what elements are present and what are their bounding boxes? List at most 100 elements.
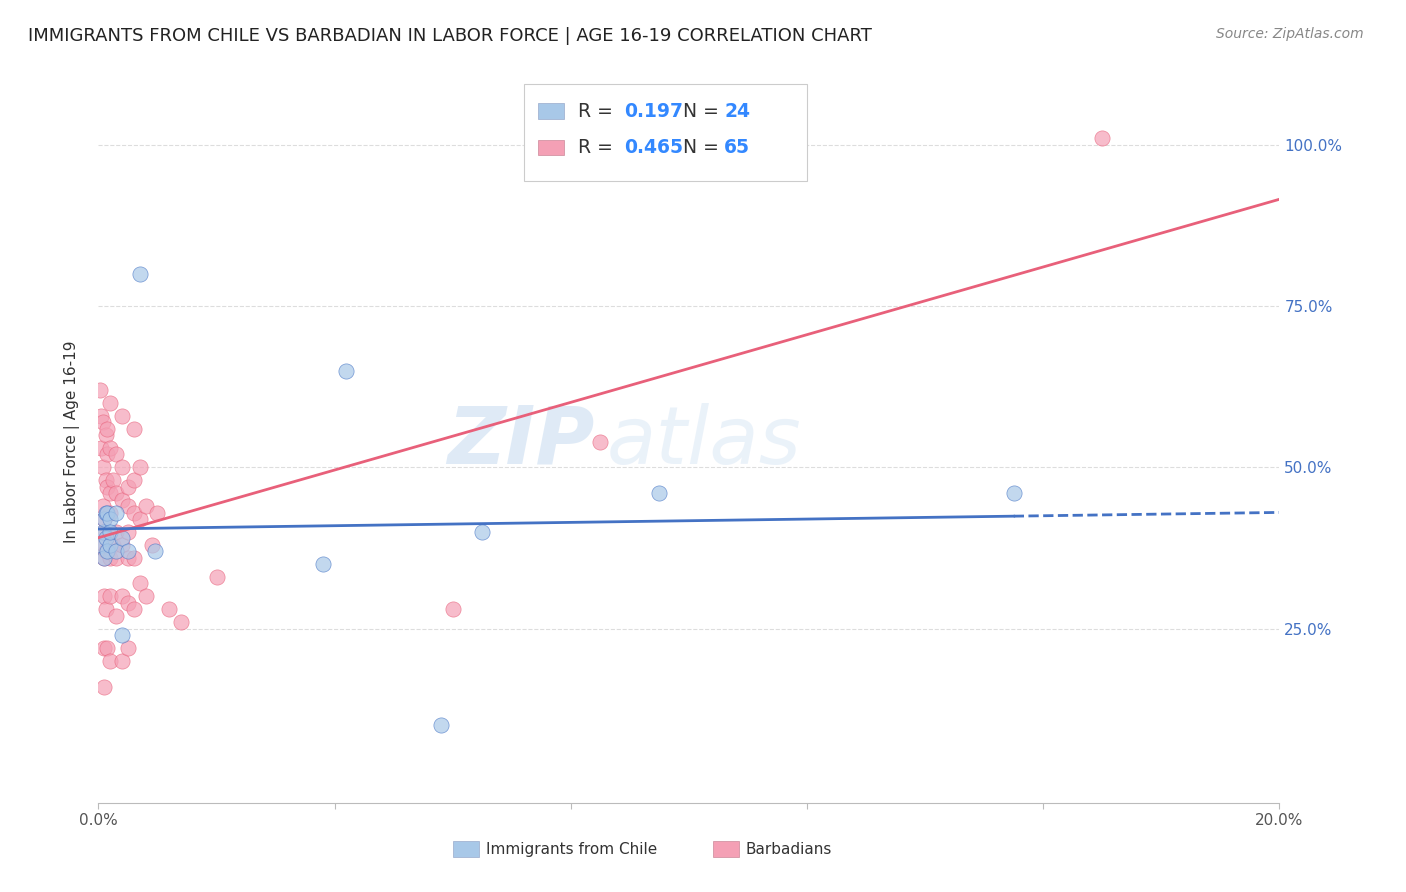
Point bbox=[441, 602, 464, 616]
Point bbox=[111, 628, 134, 642]
Point bbox=[98, 538, 121, 552]
Point bbox=[96, 544, 118, 558]
Y-axis label: In Labor Force | Age 16-19: In Labor Force | Age 16-19 bbox=[63, 340, 80, 543]
Point bbox=[105, 608, 128, 623]
Point bbox=[111, 409, 134, 423]
Point bbox=[205, 570, 228, 584]
Point bbox=[98, 396, 121, 410]
FancyBboxPatch shape bbox=[537, 103, 564, 120]
Point bbox=[122, 473, 145, 487]
Point bbox=[91, 460, 114, 475]
Point bbox=[111, 492, 134, 507]
Text: R =: R = bbox=[578, 138, 619, 157]
Point bbox=[128, 267, 150, 281]
Point bbox=[105, 544, 128, 558]
Point bbox=[94, 531, 117, 545]
Point bbox=[93, 590, 115, 604]
Point bbox=[117, 550, 139, 565]
Point bbox=[93, 524, 115, 539]
FancyBboxPatch shape bbox=[713, 841, 738, 857]
Point bbox=[111, 654, 134, 668]
Point bbox=[157, 602, 180, 616]
Point bbox=[96, 422, 118, 436]
Point bbox=[98, 441, 121, 455]
FancyBboxPatch shape bbox=[537, 139, 564, 155]
Point bbox=[89, 383, 111, 397]
Point bbox=[135, 499, 157, 513]
Point bbox=[98, 524, 121, 539]
Point bbox=[111, 538, 134, 552]
Point bbox=[117, 596, 139, 610]
Text: N =: N = bbox=[683, 102, 725, 120]
Point bbox=[141, 538, 163, 552]
Point bbox=[105, 447, 128, 461]
Point bbox=[105, 524, 128, 539]
Text: Source: ZipAtlas.com: Source: ZipAtlas.com bbox=[1216, 27, 1364, 41]
Text: Barbadians: Barbadians bbox=[745, 841, 832, 856]
Point bbox=[117, 499, 139, 513]
Point bbox=[93, 512, 115, 526]
Point bbox=[117, 544, 139, 558]
Point bbox=[117, 480, 139, 494]
Point bbox=[94, 473, 117, 487]
Point bbox=[96, 506, 118, 520]
Point bbox=[143, 544, 166, 558]
Point bbox=[98, 512, 121, 526]
Point bbox=[105, 506, 128, 520]
Point bbox=[98, 486, 121, 500]
Point bbox=[93, 538, 115, 552]
Point bbox=[91, 415, 114, 429]
Point bbox=[96, 447, 118, 461]
Text: 65: 65 bbox=[724, 138, 751, 157]
Point bbox=[117, 640, 139, 655]
Point bbox=[93, 550, 115, 565]
Point bbox=[105, 486, 128, 500]
Point bbox=[128, 576, 150, 591]
Text: R =: R = bbox=[578, 102, 619, 120]
Point bbox=[98, 550, 121, 565]
Point bbox=[170, 615, 193, 630]
Point bbox=[98, 654, 121, 668]
Text: atlas: atlas bbox=[606, 402, 801, 481]
Point bbox=[430, 718, 453, 732]
Text: 24: 24 bbox=[724, 102, 751, 120]
Point bbox=[111, 590, 134, 604]
Point bbox=[122, 422, 145, 436]
Point bbox=[94, 544, 117, 558]
Text: IMMIGRANTS FROM CHILE VS BARBADIAN IN LABOR FORCE | AGE 16-19 CORRELATION CHART: IMMIGRANTS FROM CHILE VS BARBADIAN IN LA… bbox=[28, 27, 872, 45]
Point bbox=[135, 590, 157, 604]
Point bbox=[1002, 486, 1025, 500]
Point bbox=[91, 524, 114, 539]
Point bbox=[122, 550, 145, 565]
Point bbox=[93, 680, 115, 694]
Text: 0.197: 0.197 bbox=[624, 102, 683, 120]
Point bbox=[648, 486, 671, 500]
Point bbox=[128, 460, 150, 475]
Point bbox=[335, 363, 357, 377]
Point bbox=[90, 441, 112, 455]
Text: Immigrants from Chile: Immigrants from Chile bbox=[486, 841, 657, 856]
Point bbox=[1091, 131, 1114, 145]
Point bbox=[122, 602, 145, 616]
Point bbox=[93, 512, 115, 526]
Point bbox=[94, 428, 117, 442]
Point bbox=[94, 602, 117, 616]
Point bbox=[98, 590, 121, 604]
Point bbox=[105, 550, 128, 565]
Point bbox=[103, 538, 125, 552]
Point bbox=[93, 550, 115, 565]
Text: 0.465: 0.465 bbox=[624, 138, 683, 157]
Point bbox=[94, 506, 117, 520]
Point bbox=[93, 640, 115, 655]
Point bbox=[111, 460, 134, 475]
Point bbox=[96, 480, 118, 494]
Point bbox=[98, 506, 121, 520]
Point bbox=[128, 512, 150, 526]
Point bbox=[90, 409, 112, 423]
FancyBboxPatch shape bbox=[523, 84, 807, 181]
Point bbox=[90, 538, 112, 552]
Text: ZIP: ZIP bbox=[447, 402, 595, 481]
Point bbox=[91, 499, 114, 513]
Point bbox=[117, 524, 139, 539]
Point bbox=[103, 473, 125, 487]
